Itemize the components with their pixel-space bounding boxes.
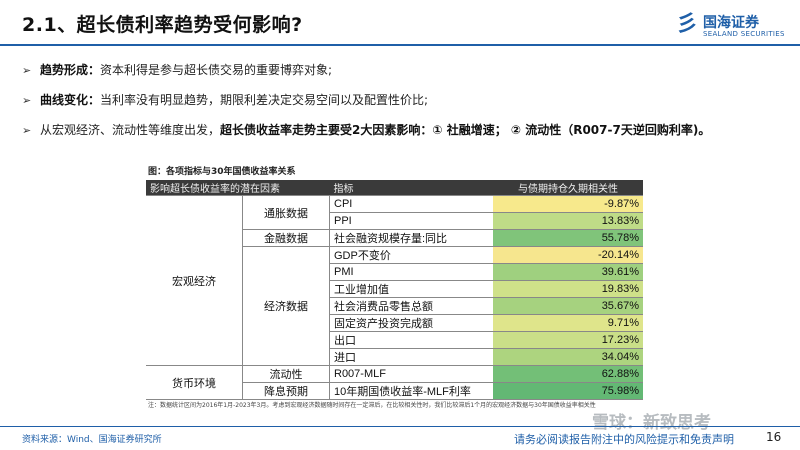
bullet-text: 当利率没有明显趋势，期限利差决定交易空间以及配置性价比;: [100, 93, 429, 107]
bullet-list: ➢ 趋势形成：资本利得是参与超长债交易的重要博弈对象; ➢ 曲线变化：当利率没有明显…: [22, 62, 792, 152]
indicator-cell: 工业增加值: [329, 280, 493, 298]
table-row: 经济数据 GDP不变价 -20.14%: [146, 246, 643, 366]
logo-name-en: SEALAND SECURITIES: [703, 30, 785, 38]
arrow-bullet-icon: ➢: [22, 124, 32, 137]
arrow-bullet-icon: ➢: [22, 94, 32, 107]
indicator-cell: GDP不变价: [329, 246, 493, 264]
indicator-cell: PPI: [329, 212, 493, 230]
value-cell: 55.78%: [493, 229, 643, 247]
subgroup-economy: 经济数据: [242, 246, 330, 366]
indicator-cell: CPI: [329, 195, 493, 213]
bullet-text: 资本利得是参与超长债交易的重要博弈对象;: [100, 63, 333, 77]
indicator-cell: PMI: [329, 263, 493, 281]
company-logo: 彡 国海证券 SEALAND SECURITIES: [676, 12, 786, 42]
value-cell: -20.14%: [493, 246, 643, 264]
value-cell: 75.98%: [493, 382, 643, 400]
correlation-table: 影响超长债收益率的潜在因素 指标 与债期持仓久期相关性 宏观经济 通胀数据 CP…: [146, 180, 643, 400]
value-cell: 34.04%: [493, 348, 643, 366]
indicator-cell: 出口: [329, 331, 493, 349]
value-cell: 19.83%: [493, 280, 643, 298]
value-cell: 13.83%: [493, 212, 643, 230]
footer-divider: [0, 426, 800, 427]
table-row: 出口 17.23%: [146, 331, 643, 349]
value-cell: 62.88%: [493, 365, 643, 383]
table-note: 注：数据统计区间为2016年1月-2023年3月。考虑到宏观经济数据随时间存在一…: [148, 402, 596, 409]
value-cell: -9.87%: [493, 195, 643, 213]
subgroup-rate-cut: 降息预期: [242, 382, 330, 400]
group-monetary: 货币环境: [146, 365, 243, 400]
indicator-cell: 进口: [329, 348, 493, 366]
value-cell: 9.71%: [493, 314, 643, 332]
figure-caption: 图：各项指标与30年国债收益率关系: [148, 167, 296, 177]
header-factor: 影响超长债收益率的潜在因素: [146, 180, 330, 196]
bullet-trend: ➢ 趋势形成：资本利得是参与超长债交易的重要博弈对象;: [22, 62, 792, 79]
bullet-label: 趋势形成：: [40, 63, 101, 77]
indicator-cell: 10年期国债收益率-MLF利率: [329, 382, 493, 400]
header-divider: [0, 44, 800, 46]
table-row: 固定资产投资完成额 9.71%: [146, 314, 643, 332]
bullet-text: 从宏观经济、流动性等维度出发，: [40, 123, 221, 137]
header-correlation: 与债期持仓久期相关性: [493, 180, 643, 196]
bullet-factors: ➢ 从宏观经济、流动性等维度出发，超长债收益率走势主要受2大因素影响：① 社融增速…: [22, 122, 792, 139]
value-cell: 35.67%: [493, 297, 643, 315]
arrow-bullet-icon: ➢: [22, 64, 32, 77]
indicator-cell: 固定资产投资完成额: [329, 314, 493, 332]
logo-name-cn: 国海证券: [703, 15, 759, 31]
disclaimer-text: 请务必阅读报告附注中的风险提示和免责声明: [514, 433, 734, 446]
bullet-highlight: 超长债收益率走势主要受2大因素影响：① 社融增速； ② 流动性（R007-7天逆…: [220, 123, 711, 137]
page-number: 16: [766, 430, 782, 444]
table-row: 社会消费品零售总额 35.67%: [146, 297, 643, 315]
table-row: 金融数据 社会融资规模存量:同比 55.78%: [146, 229, 643, 247]
table-row: 降息预期 10年期国债收益率-MLF利率 75.98%: [146, 382, 643, 400]
subgroup-inflation: 通胀数据: [242, 195, 330, 230]
table-row: 工业增加值 19.83%: [146, 280, 643, 298]
group-macro: 宏观经济: [146, 195, 243, 366]
table-row: PPI 13.83%: [146, 212, 643, 230]
table-row: PMI 39.61%: [146, 263, 643, 281]
page-title: 2.1、超长债利率趋势受何影响?: [22, 14, 303, 36]
source-text: 资料来源：Wind、国海证券研究所: [22, 435, 162, 445]
indicator-cell: 社会融资规模存量:同比: [329, 229, 493, 247]
value-cell: 39.61%: [493, 263, 643, 281]
table-row: 货币环境 流动性 R007-MLF 62.88%: [146, 365, 643, 400]
table-row: 宏观经济 通胀数据 CPI -9.87%: [146, 195, 643, 366]
subgroup-liquidity: 流动性: [242, 365, 330, 383]
header-indicator: 指标: [329, 180, 493, 196]
indicator-cell: R007-MLF: [329, 365, 493, 383]
watermark: 雪球：新致思考: [592, 413, 711, 433]
indicator-cell: 社会消费品零售总额: [329, 297, 493, 315]
table-header-row: 影响超长债收益率的潜在因素 指标 与债期持仓久期相关性: [146, 180, 643, 196]
subgroup-finance: 金融数据: [242, 229, 330, 247]
table-row: 进口 34.04%: [146, 348, 643, 366]
bullet-label: 曲线变化：: [40, 93, 101, 107]
sealand-logo-icon: 彡: [676, 12, 699, 37]
value-cell: 17.23%: [493, 331, 643, 349]
bullet-curve: ➢ 曲线变化：当利率没有明显趋势，期限利差决定交易空间以及配置性价比;: [22, 92, 792, 109]
